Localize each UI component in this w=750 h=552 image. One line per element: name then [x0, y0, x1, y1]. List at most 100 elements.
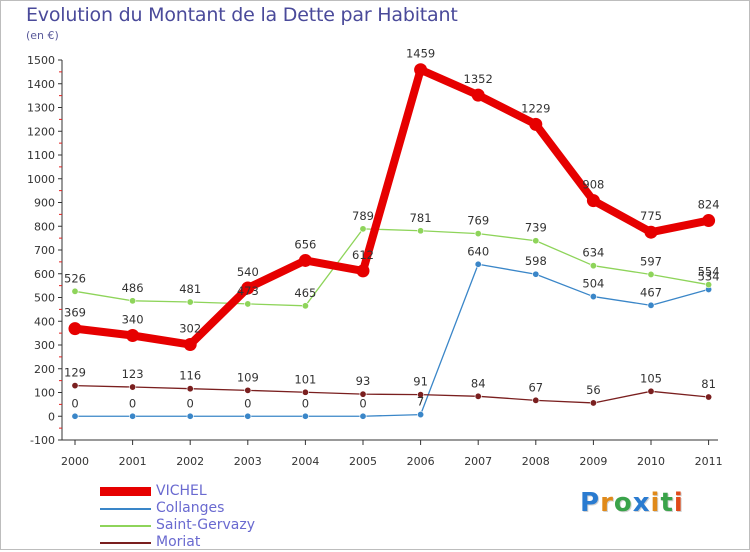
chart-points	[68, 63, 716, 420]
chart-lines	[74, 65, 710, 417]
legend-label: VICHEL	[156, 483, 207, 499]
y-tick-label: 0	[48, 410, 55, 423]
data-point	[298, 253, 312, 267]
data-label: 123	[122, 367, 144, 381]
data-point	[474, 260, 482, 268]
y-tick-label: 500	[34, 292, 55, 305]
data-point	[186, 298, 194, 306]
logo-letter: P	[580, 488, 601, 518]
y-tick-label: -100	[30, 434, 55, 447]
logo-letter: i	[673, 488, 684, 518]
data-point	[647, 387, 655, 395]
chart-data-labels: 0 0 0 0 0 0 7 640 598 504 467 534 526 486 481 473 465 789…	[64, 47, 720, 411]
y-tick-label: 1300	[27, 102, 55, 115]
chart-title: Evolution du Montant de la Dette par Hab…	[26, 4, 458, 26]
y-tick-label: 1100	[27, 149, 55, 162]
data-point	[705, 281, 713, 289]
data-label: 640	[467, 244, 489, 258]
data-point	[301, 388, 309, 396]
data-point	[532, 237, 540, 245]
data-label: 0	[129, 396, 136, 410]
data-point	[417, 411, 425, 419]
legend-swatch	[100, 525, 151, 527]
data-label: 504	[582, 277, 604, 291]
y-tick-label: 900	[34, 197, 55, 210]
chart-subtitle: (en €)	[26, 29, 59, 42]
data-label: 0	[359, 396, 366, 410]
proxiti-logo: Proxiti	[580, 488, 684, 518]
data-label: 0	[302, 396, 309, 410]
data-point	[647, 301, 655, 309]
data-label: 598	[525, 254, 547, 268]
x-tick-label: 2010	[637, 455, 665, 468]
x-tick-label: 2011	[695, 455, 723, 468]
data-label: 369	[64, 306, 86, 320]
logo-letter: i	[650, 488, 661, 518]
x-tick-label: 2002	[176, 455, 204, 468]
y-tick-label: 800	[34, 220, 55, 233]
data-label: 56	[586, 383, 601, 397]
data-point	[359, 390, 367, 398]
data-label: 769	[467, 214, 489, 228]
data-point	[183, 338, 197, 352]
series-line-saint-gervazy	[74, 228, 709, 307]
y-tick-label: 100	[34, 387, 55, 400]
data-point	[586, 194, 600, 208]
data-label: 109	[237, 370, 259, 384]
data-label: 824	[698, 198, 720, 212]
y-tick-label: 1200	[27, 125, 55, 138]
logo-letter: x	[632, 488, 651, 518]
data-point	[414, 63, 428, 77]
y-tick-label: 200	[34, 363, 55, 376]
data-label: 597	[640, 254, 662, 268]
data-point	[71, 412, 79, 420]
y-tick-label: 1000	[27, 173, 55, 186]
data-point	[356, 264, 370, 278]
data-point	[244, 412, 252, 420]
data-point	[129, 412, 137, 420]
logo-letter: o	[613, 488, 633, 518]
data-label: 486	[122, 281, 144, 295]
x-tick-label: 2004	[291, 455, 319, 468]
data-label: 781	[410, 211, 432, 225]
data-label: 526	[64, 271, 86, 285]
data-point	[702, 214, 716, 228]
y-tick-label: 1500	[27, 54, 55, 67]
data-label: 84	[471, 376, 486, 390]
data-label: 129	[64, 366, 86, 380]
data-point	[474, 230, 482, 238]
legend-label: Saint-Gervazy	[156, 517, 255, 533]
data-point	[241, 281, 255, 295]
data-point	[471, 88, 485, 102]
data-label: 340	[122, 313, 144, 327]
data-label: 908	[582, 178, 604, 192]
data-point	[244, 300, 252, 308]
data-point	[301, 302, 309, 310]
x-tick-label: 2001	[119, 455, 147, 468]
y-tick-label: 1400	[27, 78, 55, 91]
series-line-moriat	[74, 384, 709, 404]
legend-swatch	[100, 508, 151, 510]
data-label: 0	[244, 396, 251, 410]
data-point	[529, 117, 543, 131]
legend-swatch	[100, 487, 151, 496]
data-label: 1352	[464, 72, 493, 86]
data-point	[68, 322, 82, 336]
x-tick-label: 2005	[349, 455, 377, 468]
series-line-collanges	[75, 263, 709, 417]
data-point	[474, 392, 482, 400]
data-point	[186, 412, 194, 420]
data-point	[589, 293, 597, 301]
data-label: 0	[187, 396, 194, 410]
data-label: 534	[698, 269, 720, 283]
x-tick-label: 2009	[579, 455, 607, 468]
data-point	[589, 399, 597, 407]
legend-label: Collanges	[156, 500, 225, 516]
data-label: 1459	[406, 47, 435, 61]
legend-label: Moriat	[156, 534, 201, 550]
legend-swatch	[100, 542, 151, 544]
data-label: 481	[179, 282, 201, 296]
data-point	[186, 385, 194, 393]
y-tick-label: 700	[34, 244, 55, 257]
